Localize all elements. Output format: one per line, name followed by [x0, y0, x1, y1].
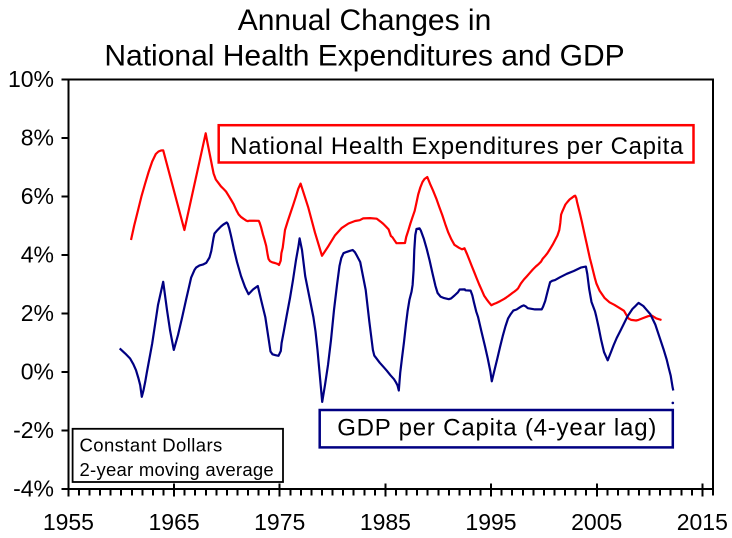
svg-text:0%: 0%: [21, 358, 54, 384]
svg-text:6%: 6%: [21, 183, 54, 209]
svg-text:-4%: -4%: [13, 475, 54, 501]
svg-text:-2%: -2%: [13, 417, 54, 443]
svg-text:1965: 1965: [149, 509, 200, 535]
svg-text:2%: 2%: [21, 300, 54, 326]
svg-text:1975: 1975: [254, 509, 305, 535]
svg-text:National Health Expenditures a: National Health Expenditures and GDP: [104, 40, 624, 73]
svg-text:National Health Expenditures p: National Health Expenditures per Capita: [230, 133, 684, 160]
svg-text:1955: 1955: [43, 509, 94, 535]
svg-text:GDP per Capita (4-year lag): GDP per Capita (4-year lag): [337, 414, 657, 441]
svg-text:1995: 1995: [465, 509, 516, 535]
svg-text:1985: 1985: [360, 509, 411, 535]
svg-text:10%: 10%: [8, 66, 54, 92]
svg-text:Annual Changes in: Annual Changes in: [238, 4, 492, 37]
svg-text:4%: 4%: [21, 241, 54, 267]
svg-text:8%: 8%: [21, 124, 54, 150]
svg-text:Constant Dollars: Constant Dollars: [80, 435, 223, 456]
svg-text:2005: 2005: [571, 509, 622, 535]
svg-text:2-year moving average: 2-year moving average: [80, 459, 274, 480]
svg-text:2015: 2015: [677, 509, 728, 535]
